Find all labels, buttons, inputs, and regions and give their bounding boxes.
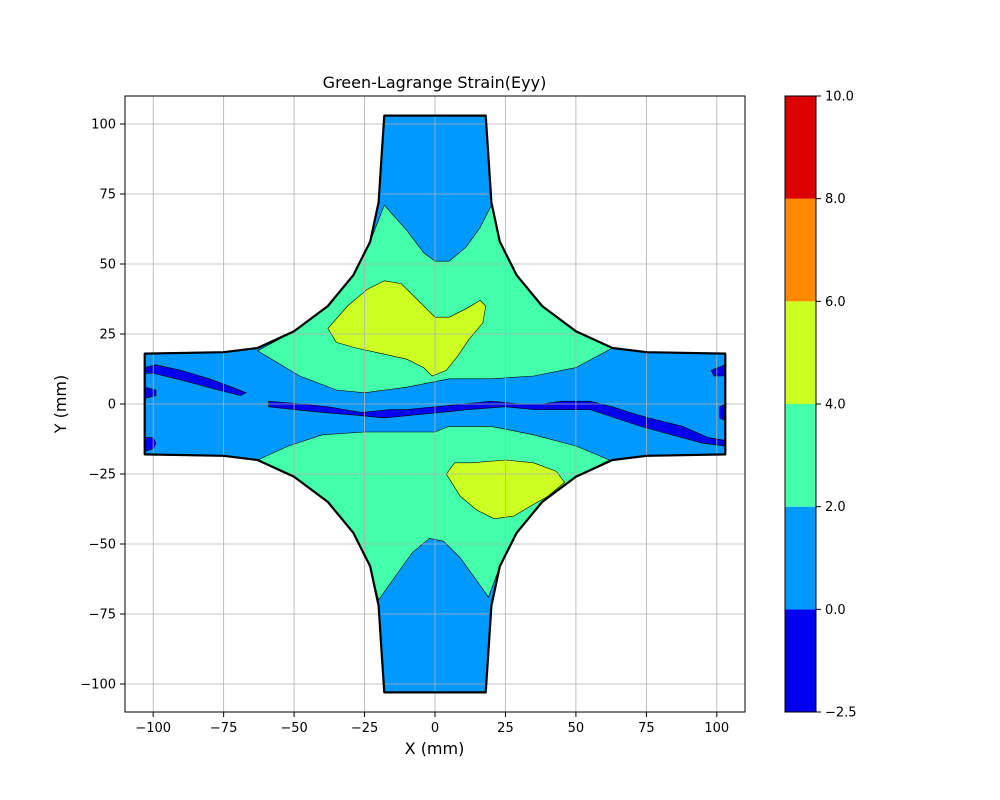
colorbar-tick-label-0: −2.5 bbox=[825, 706, 857, 721]
specimen-outline bbox=[143, 114, 727, 694]
colorbar-tick-label-4: 6.0 bbox=[825, 295, 846, 310]
y-tick-label-8: 100 bbox=[91, 118, 116, 133]
colorbar-band-2 bbox=[785, 404, 816, 507]
x-tick-label-5: 25 bbox=[497, 721, 514, 736]
colorbar: −2.5 0.0 2.0 4.0 6.0 8.0 10.0 bbox=[784, 90, 857, 721]
colorbar-tick-label-1: 0.0 bbox=[825, 603, 846, 618]
plot-area bbox=[124, 95, 746, 713]
contour-region-2 bbox=[327, 280, 487, 377]
y-axis: −100 −75 −50 −25 0 25 50 75 100 bbox=[80, 118, 125, 693]
chart-title: Green-Lagrange Strain(Eyy) bbox=[323, 73, 547, 92]
colorbar-tick-label-2: 2.0 bbox=[825, 500, 846, 515]
y-tick-label-4: 0 bbox=[108, 398, 116, 413]
colorbar-tick-label-6: 10.0 bbox=[825, 90, 854, 105]
x-axis: −100 −75 −50 −25 0 25 50 75 100 bbox=[135, 712, 729, 736]
colorbar-band-0 bbox=[785, 609, 816, 712]
y-tick-label-3: −25 bbox=[89, 468, 116, 483]
x-tick-label-2: −50 bbox=[280, 721, 307, 736]
colorbar-band-1 bbox=[785, 506, 816, 610]
y-tick-label-7: 75 bbox=[99, 188, 116, 203]
y-axis-title: Y (mm) bbox=[51, 375, 70, 435]
outline-layer bbox=[143, 114, 727, 694]
colorbar-band-3 bbox=[785, 301, 816, 404]
colorbar-tick-label-5: 8.0 bbox=[825, 192, 846, 207]
grid-layer bbox=[125, 96, 745, 712]
x-axis-title: X (mm) bbox=[405, 739, 465, 758]
colorbar-tick-label-3: 4.0 bbox=[825, 398, 846, 413]
y-tick-label-6: 50 bbox=[99, 258, 116, 273]
contour-region-4 bbox=[144, 364, 247, 396]
y-tick-label-5: 25 bbox=[99, 328, 116, 343]
colorbar-band-4 bbox=[785, 198, 816, 302]
x-tick-label-4: 0 bbox=[431, 721, 439, 736]
x-tick-label-3: −25 bbox=[351, 721, 378, 736]
colorbar-band-5 bbox=[785, 96, 816, 199]
x-tick-label-7: 75 bbox=[638, 721, 655, 736]
y-tick-label-2: −50 bbox=[89, 538, 116, 553]
x-tick-label-1: −75 bbox=[210, 721, 237, 736]
x-tick-label-8: 100 bbox=[704, 721, 729, 736]
y-tick-label-1: −75 bbox=[89, 608, 116, 623]
x-tick-label-0: −100 bbox=[135, 721, 171, 736]
x-tick-label-6: 50 bbox=[568, 721, 585, 736]
y-tick-label-0: −100 bbox=[80, 678, 116, 693]
